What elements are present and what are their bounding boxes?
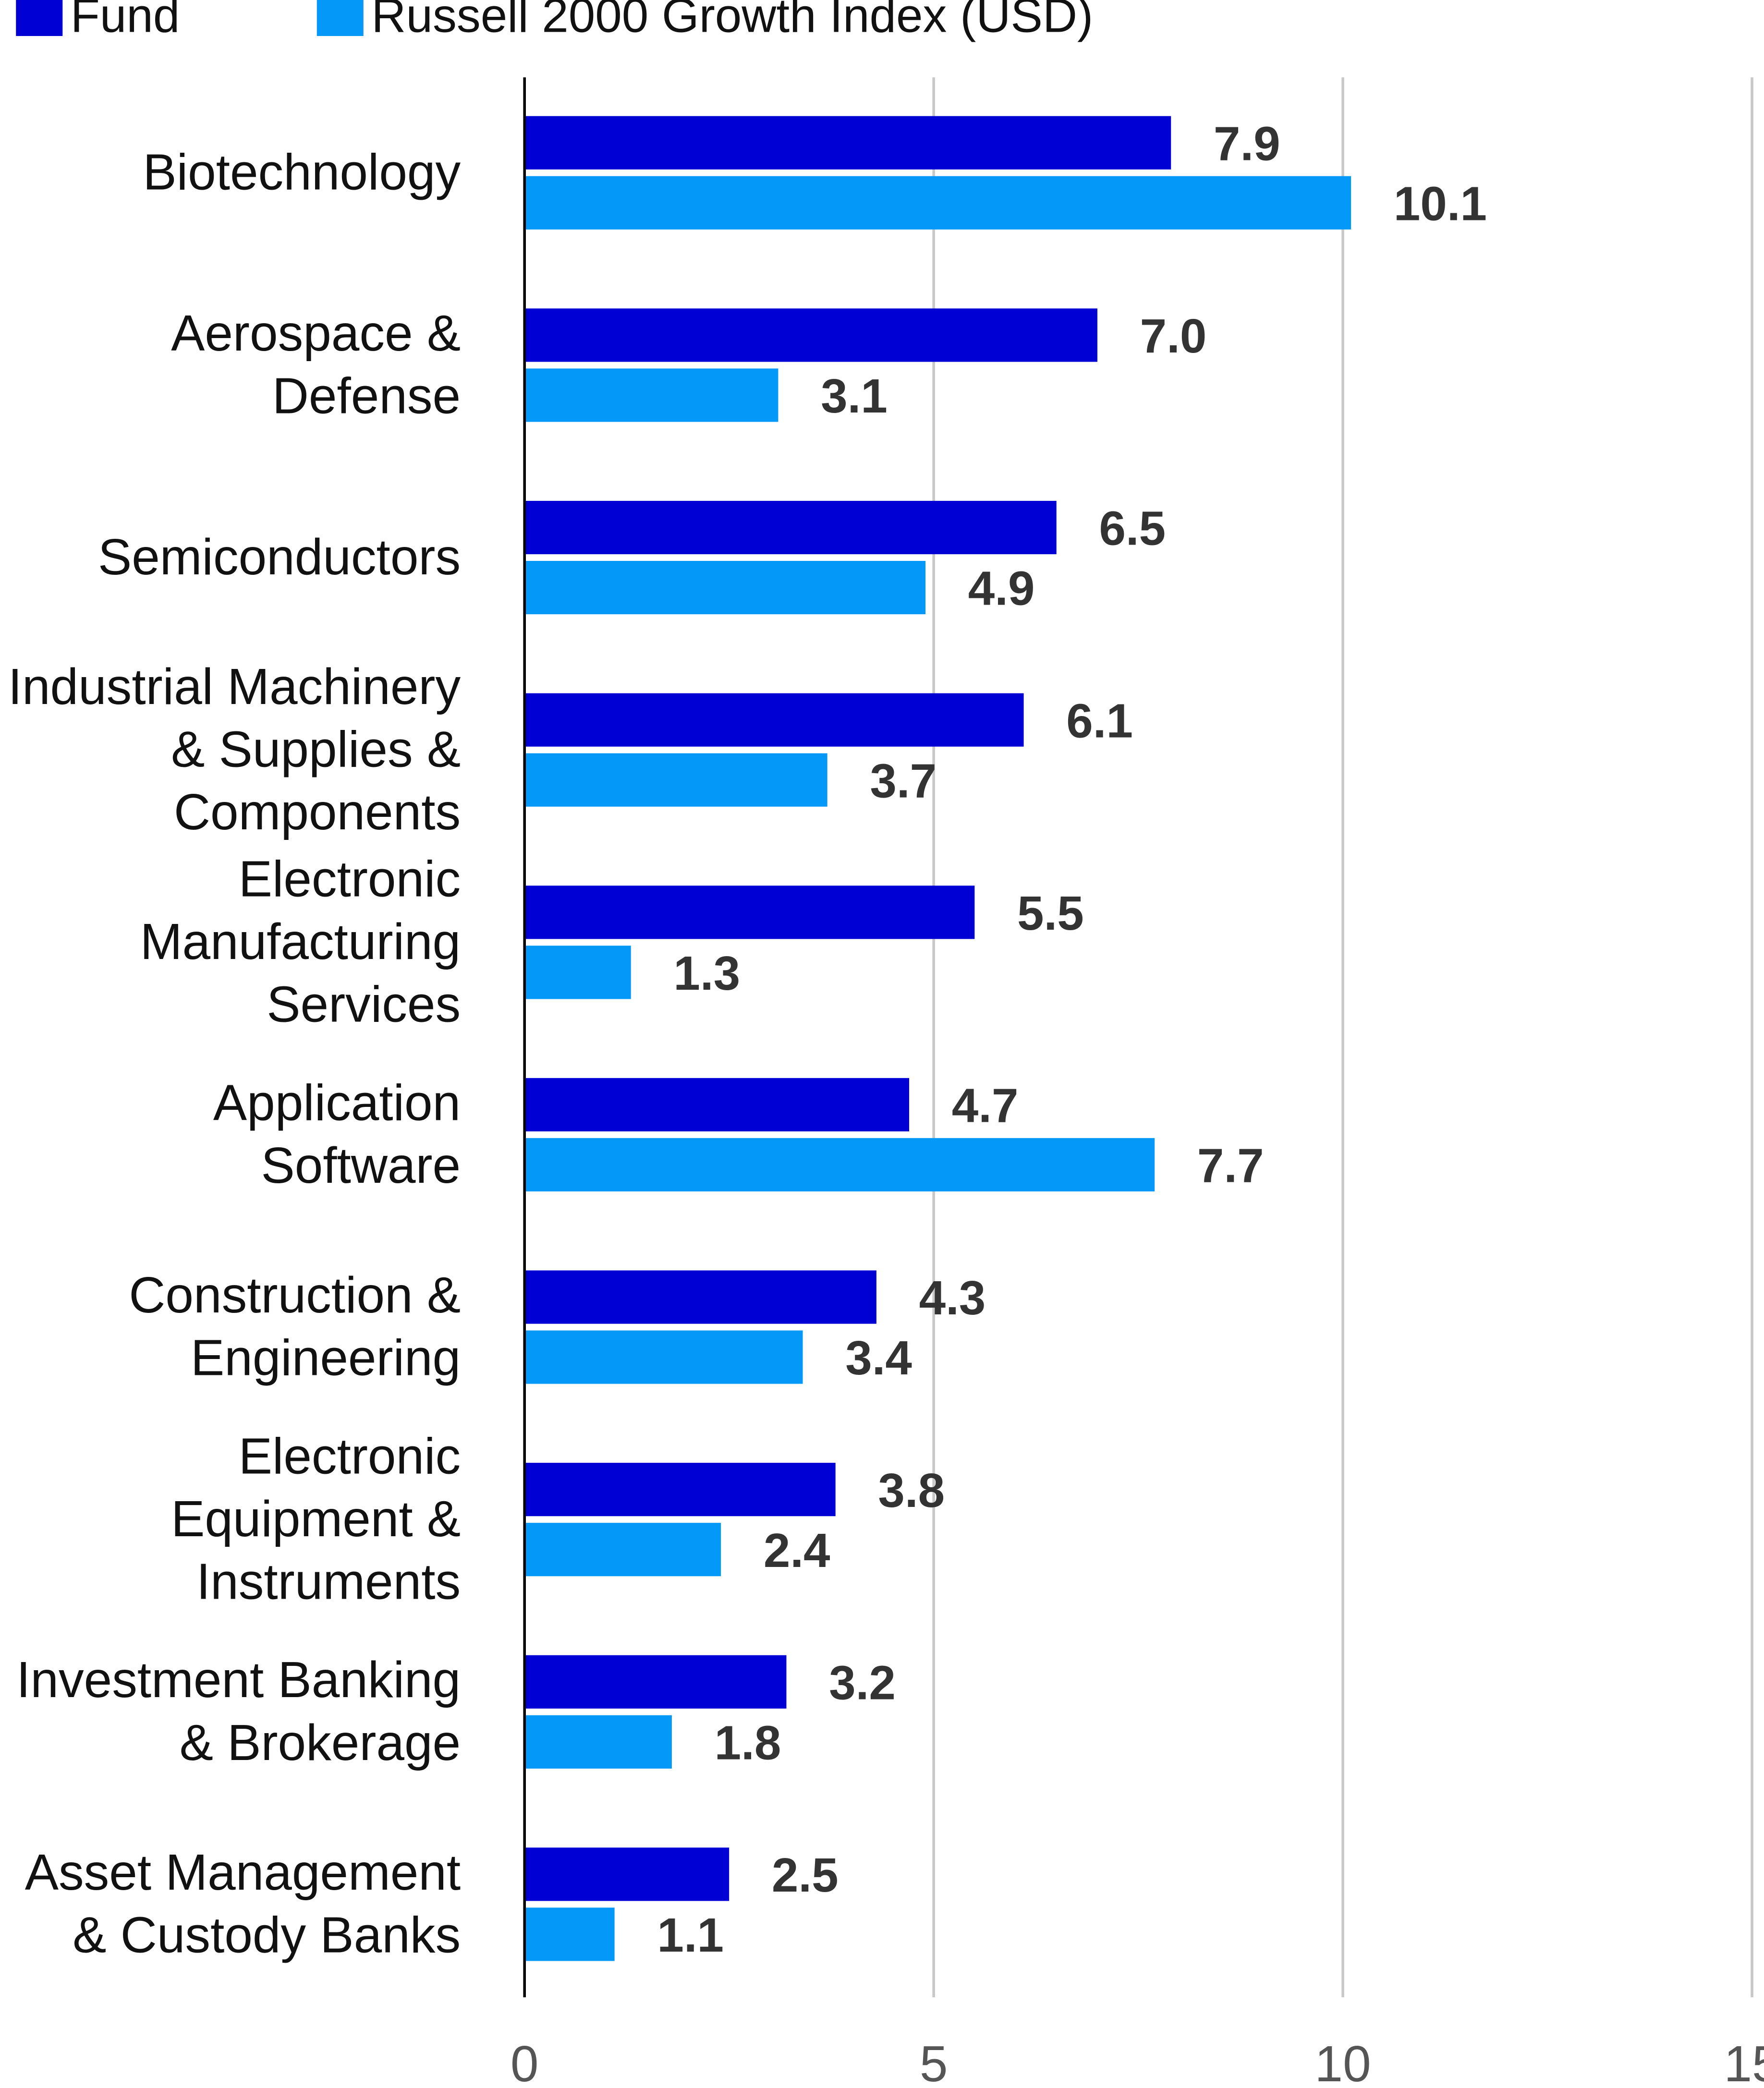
value-label: 4.3 bbox=[919, 1272, 986, 1325]
bar-fund bbox=[524, 1463, 836, 1517]
bar-fund bbox=[524, 886, 975, 939]
bar-index bbox=[524, 1138, 1155, 1191]
category-label: Application bbox=[213, 1075, 461, 1131]
bar-index bbox=[524, 1715, 672, 1769]
x-tick-label: 15 bbox=[1724, 2036, 1764, 2088]
bar-index bbox=[524, 176, 1351, 230]
category-label: & Custody Banks bbox=[73, 1907, 461, 1963]
value-label: 2.4 bbox=[764, 1524, 830, 1578]
bar-fund bbox=[524, 1847, 730, 1901]
bar-index bbox=[524, 368, 779, 422]
legend-label: Russell 2000 Growth Index (USD) bbox=[371, 0, 1093, 43]
category-label: Software bbox=[261, 1138, 461, 1194]
x-tick-label: 5 bbox=[920, 2036, 948, 2088]
category-label: Semiconductors bbox=[98, 529, 461, 585]
category-labels: Biotechnology Aerospace & Defense Semicondu… bbox=[8, 144, 461, 1963]
category-label: Engineering bbox=[191, 1330, 461, 1386]
value-label: 1.8 bbox=[715, 1716, 781, 1770]
value-label: 3.4 bbox=[845, 1332, 912, 1385]
value-label: 7.0 bbox=[1140, 310, 1207, 363]
bar-index bbox=[524, 753, 827, 807]
bar-fund bbox=[524, 500, 1057, 555]
x-tick-labels: 0 5 10 15 bbox=[511, 2036, 1764, 2088]
value-label: 3.7 bbox=[870, 754, 937, 808]
value-label: 1.3 bbox=[673, 947, 740, 1000]
bar-fund bbox=[524, 693, 1024, 747]
bar-index bbox=[524, 560, 926, 615]
bar-index bbox=[524, 1907, 615, 1961]
bar-fund bbox=[524, 1655, 787, 1709]
category-label: Industrial Machinery bbox=[8, 659, 461, 715]
bar-index bbox=[524, 946, 631, 999]
category-label: Asset Management bbox=[25, 1845, 461, 1901]
x-tick-label: 0 bbox=[511, 2036, 539, 2088]
category-label: Electronic bbox=[239, 1428, 461, 1484]
category-label: Investment Banking bbox=[16, 1652, 461, 1708]
bar-fund bbox=[524, 308, 1097, 362]
value-label: 2.5 bbox=[772, 1849, 839, 1902]
bar-index bbox=[524, 1330, 803, 1384]
category-label: Electronic bbox=[239, 851, 461, 907]
value-label: 3.8 bbox=[878, 1464, 945, 1517]
legend-swatch bbox=[316, 0, 364, 36]
value-label: 1.1 bbox=[657, 1909, 724, 1962]
value-label: 6.1 bbox=[1066, 694, 1133, 748]
value-label: 4.7 bbox=[952, 1079, 1019, 1132]
gridlines bbox=[932, 77, 1753, 1998]
legend-swatch bbox=[16, 0, 63, 36]
category-label: Manufacturing bbox=[140, 914, 461, 970]
bar-fund bbox=[524, 1270, 876, 1324]
legend: Fund Russell 2000 Growth Index (USD) bbox=[16, 0, 1093, 43]
category-label: Equipment & bbox=[171, 1491, 461, 1547]
x-tick-label: 10 bbox=[1315, 2036, 1371, 2088]
value-label: 6.5 bbox=[1099, 502, 1166, 556]
value-label: 3.2 bbox=[829, 1656, 896, 1710]
category-label: Biotechnology bbox=[143, 144, 461, 200]
value-label: 7.9 bbox=[1214, 117, 1280, 170]
category-label: Aerospace & bbox=[171, 305, 461, 362]
category-label: & Supplies & bbox=[171, 721, 461, 777]
category-label: Construction & bbox=[129, 1267, 461, 1323]
category-label: Instruments bbox=[196, 1554, 461, 1610]
category-label: & Brokerage bbox=[180, 1715, 461, 1771]
value-label: 3.1 bbox=[821, 370, 888, 423]
category-label: Services bbox=[267, 976, 461, 1032]
category-label: Components bbox=[174, 784, 461, 840]
bar-fund bbox=[524, 116, 1171, 170]
bar-fund bbox=[524, 1078, 910, 1131]
value-label: 4.9 bbox=[968, 562, 1035, 616]
category-label: Defense bbox=[272, 368, 461, 424]
value-label: 7.7 bbox=[1197, 1139, 1264, 1192]
bars: 7.9 10.1 7.0 3.1 6.5 4.9 6.1 3.7 5.5 1.3 4.7 7.7 4.3… bbox=[524, 116, 1487, 1962]
value-label: 10.1 bbox=[1394, 177, 1487, 231]
bar-index bbox=[524, 1523, 721, 1577]
value-label: 5.5 bbox=[1017, 887, 1084, 940]
legend-label: Fund bbox=[71, 0, 180, 43]
